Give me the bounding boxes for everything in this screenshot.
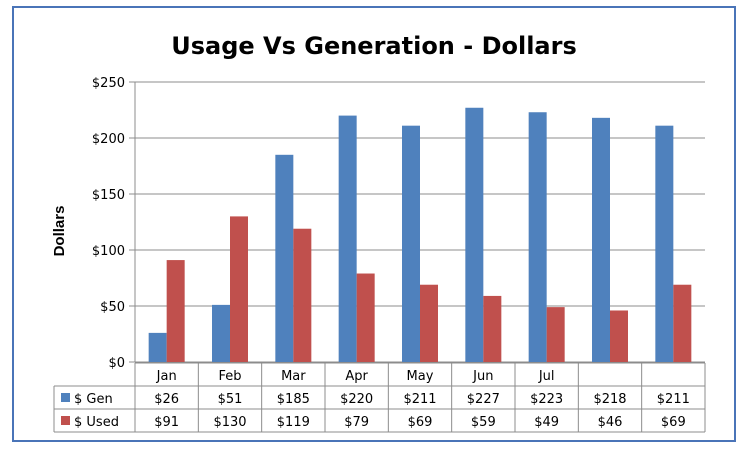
x-tick-label: Feb: [218, 369, 241, 384]
x-tick-label: Jan: [156, 369, 177, 384]
table-cell: $26: [154, 392, 179, 407]
table-cell: $218: [593, 392, 626, 407]
data-table: Jan Feb Mar Apr May Jun Jul $ Gen $26 $51 $185 $220…: [53, 362, 706, 433]
bar-gen: [402, 125, 420, 363]
bar-gen: [212, 304, 230, 362]
legend-swatch: [61, 393, 70, 402]
bar-used: [356, 273, 375, 362]
y-axis-label: Dollars: [51, 206, 68, 257]
x-tick-label: Jul: [538, 369, 555, 384]
legend-label: $ Gen: [74, 392, 113, 407]
table-cell: $46: [598, 415, 623, 430]
table-cell: $59: [471, 415, 496, 430]
table-cell: $220: [340, 392, 373, 407]
bar-gen: [655, 125, 674, 363]
legend-swatch: [61, 416, 70, 425]
table-cell: $51: [218, 392, 243, 407]
bar-used: [293, 228, 312, 362]
y-tick-label: $150: [92, 188, 125, 203]
bar-used: [483, 295, 502, 362]
x-tick-label: Apr: [345, 369, 368, 384]
bar-used: [230, 216, 248, 362]
table-cell: $211: [657, 392, 690, 407]
chart-svg: Usage Vs Generation - Dollars Dollars $0…: [51, 32, 706, 433]
y-tick-label: $100: [92, 244, 125, 259]
table-cell: $130: [213, 415, 246, 430]
bar-used: [166, 260, 185, 362]
legend-label: $ Used: [74, 415, 119, 430]
table-cell: $79: [344, 415, 369, 430]
bars: [148, 107, 692, 363]
bar-gen: [592, 117, 610, 362]
x-tick-label: Mar: [281, 369, 306, 384]
table-cell: $185: [277, 392, 310, 407]
table-cell: $49: [534, 415, 559, 430]
bar-gen: [148, 332, 167, 362]
bar-used: [673, 284, 692, 362]
bar-gen: [465, 107, 484, 362]
table-cell: $69: [661, 415, 686, 430]
table-cell: $119: [277, 415, 310, 430]
x-tick-label: Jun: [472, 369, 493, 384]
bar-gen: [338, 115, 357, 362]
y-tick-label: $250: [92, 76, 125, 91]
table-cell: $69: [408, 415, 433, 430]
bar-used: [546, 307, 565, 362]
table-cell: $223: [530, 392, 563, 407]
bar-used: [610, 310, 628, 362]
x-tick-label: May: [407, 369, 434, 384]
table-cell: $91: [154, 415, 179, 430]
chart-title: Usage Vs Generation - Dollars: [171, 32, 577, 60]
bar-gen: [528, 112, 547, 363]
chart-frame: Usage Vs Generation - Dollars Dollars $0…: [12, 6, 736, 442]
y-tick-label: $0: [108, 356, 125, 371]
bar-gen: [275, 154, 294, 362]
bar-used: [420, 284, 438, 362]
y-tick-label: $200: [92, 132, 125, 147]
table-cell: $227: [467, 392, 500, 407]
table-cell: $211: [403, 392, 436, 407]
y-tick-label: $50: [100, 300, 125, 315]
